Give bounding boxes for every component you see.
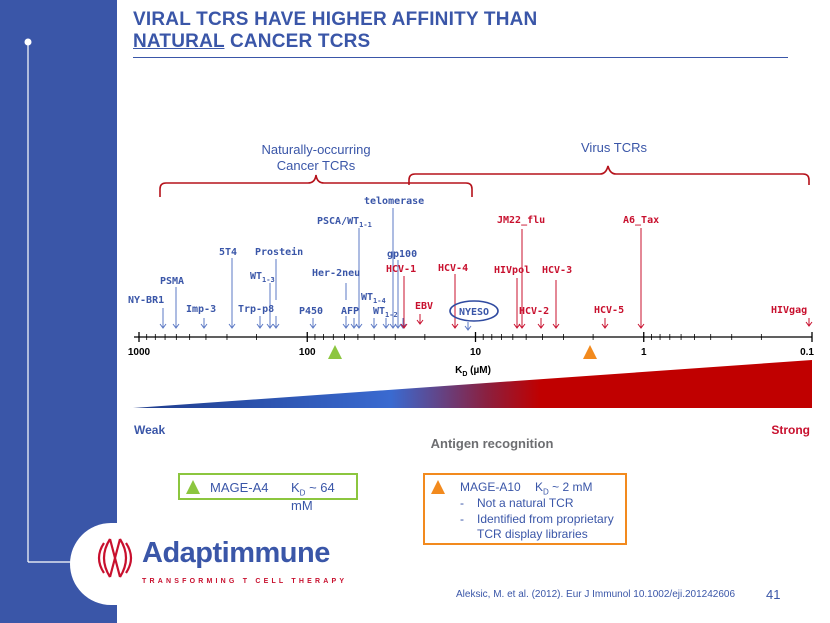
label-wt1-3: WT1-3 [250, 271, 275, 284]
label-5t4: 5T4 [219, 247, 237, 258]
virus-tcr-arrows [400, 228, 813, 329]
legend-a4-kd-sub: D [299, 488, 306, 498]
label-psca-wt1-1: PSCA/WT1-1 [317, 216, 372, 229]
adaptimmune-logo: Adaptimmune TRANSFORMING T CELL THERAPY [70, 523, 350, 605]
citation: Aleksic, M. et al. (2012). Eur J Immunol… [456, 589, 736, 600]
label-hcv-2: HCV-2 [519, 306, 549, 317]
label-telomerase: telomerase [364, 196, 424, 207]
mage-a4-marker [328, 345, 342, 359]
label-hivpol: HIVpol [494, 265, 530, 276]
kd-axis-ticks: 1000 100 10 1 0.1 [128, 332, 814, 358]
label-gp100: gp100 [387, 249, 417, 260]
legend-a10-dash-2: - [460, 512, 464, 526]
logo-tagline: TRANSFORMING T CELL THERAPY [142, 578, 348, 585]
label-wt1-2: WT1-2 [373, 306, 398, 319]
label-jm22-flu: JM22_flu [497, 215, 545, 226]
cancer-bracket-label-1: Naturally-occurring [261, 142, 370, 157]
mage-a4-legend-triangle [186, 480, 200, 494]
page-number: 41 [766, 587, 781, 602]
label-psma: PSMA [160, 276, 184, 287]
legend-a10-bullet-1: Not a natural TCR [477, 496, 574, 510]
antigen-recognition-caption: Antigen recognition [431, 436, 554, 451]
label-her-2neu: Her-2neu [312, 268, 360, 279]
label-hcv-3: HCV-3 [542, 265, 572, 276]
virus-tcr-bracket [408, 165, 810, 185]
legend-mage-a10: MAGE-A10 KD ~ 2 mM - Not a natural TCR -… [423, 473, 627, 545]
virus-bracket-label: Virus TCRs [581, 140, 647, 155]
sidebar-band [0, 0, 117, 623]
label-afp: AFP [341, 306, 359, 317]
legend-a10-kd: KD ~ 2 mM [535, 480, 592, 496]
kd-axis-label: KD (µM) [455, 365, 491, 378]
label-hivgag: HIVgag [771, 305, 807, 316]
legend-a10-kd-value: ~ 2 mM [548, 480, 593, 494]
legend-a10-bullet-2: Identified from proprietary TCR display … [477, 512, 614, 541]
cancer-bracket-label-2: Cancer TCRs [277, 158, 356, 173]
legend-a10-name: MAGE-A10 [460, 480, 521, 494]
legend-a4-kd-value: ~ 64 mM [291, 480, 335, 513]
label-ny-br1: NY-BR1 [128, 295, 164, 306]
kd-axis-label-unit: (µM) [467, 365, 491, 376]
cancer-tcr-bracket [159, 174, 473, 197]
label-hcv-1: HCV-1 [386, 264, 416, 275]
label-hcv-5: HCV-5 [594, 305, 624, 316]
legend-a10-dash-1: - [460, 496, 464, 510]
label-a6-tax: A6_Tax [623, 215, 659, 226]
legend-a4-name: MAGE-A4 [210, 480, 269, 495]
kd-tick-label: 100 [299, 347, 316, 358]
mage-a10-legend-triangle [431, 480, 445, 494]
legend-a10-kd-sub: D [543, 487, 549, 497]
kd-tick-label: 1000 [128, 347, 151, 358]
antigen-recognition-wedge [133, 360, 812, 408]
title-line-2-rest: CANCER TCRS [224, 31, 371, 52]
mage-a10-marker [583, 345, 597, 359]
kd-tick-label: 10 [470, 347, 482, 358]
title-underlined-word: NATURAL [133, 31, 225, 52]
slide-title: VIRAL TCRS HAVE HIGHER AFFINITY THAN NAT… [133, 9, 693, 53]
weak-label: Weak [134, 423, 165, 437]
cancer-tcr-labels: NY-BR1 PSMA Imp-3 5T4 Trp-p8 Prostein WT… [128, 196, 424, 319]
title-line-2: NATURAL CANCER TCRS [133, 31, 693, 53]
legend-a4-kd-main: K [291, 480, 300, 495]
label-p450: P450 [299, 306, 323, 317]
legend-a4-kd: KD ~ 64 mM [291, 480, 356, 513]
label-hcv-4: HCV-4 [438, 263, 468, 274]
kd-tick-label: 0.1 [800, 347, 814, 358]
legend-mage-a4: MAGE-A4 KD ~ 64 mM [178, 473, 358, 513]
title-line-1: VIRAL TCRS HAVE HIGHER AFFINITY THAN [133, 9, 538, 30]
title-divider [133, 57, 788, 58]
label-ebv: EBV [415, 301, 433, 312]
kd-axis-label-sub: D [462, 371, 467, 378]
sidebar-gap [117, 0, 120, 623]
logo-name: Adaptimmune [142, 537, 330, 569]
virus-tcr-labels: HCV-1 EBV HCV-4 JM22_flu HIVpol HCV-3 HC… [386, 215, 807, 317]
label-imp-3: Imp-3 [186, 304, 216, 315]
strong-label: Strong [771, 423, 810, 437]
legend-a10-kd-main: K [535, 480, 544, 494]
adaptimmune-logo-mark-icon [97, 538, 133, 578]
kd-tick-label: 1 [641, 347, 647, 358]
kd-axis-label-main: K [455, 365, 463, 376]
label-trp-p8: Trp-p8 [238, 304, 274, 315]
label-prostein: Prostein [255, 246, 303, 258]
nyeso-highlight-ellipse [449, 300, 499, 322]
label-nyeso: NYESO [459, 307, 489, 318]
label-wt1-4: WT1-4 [361, 292, 386, 305]
